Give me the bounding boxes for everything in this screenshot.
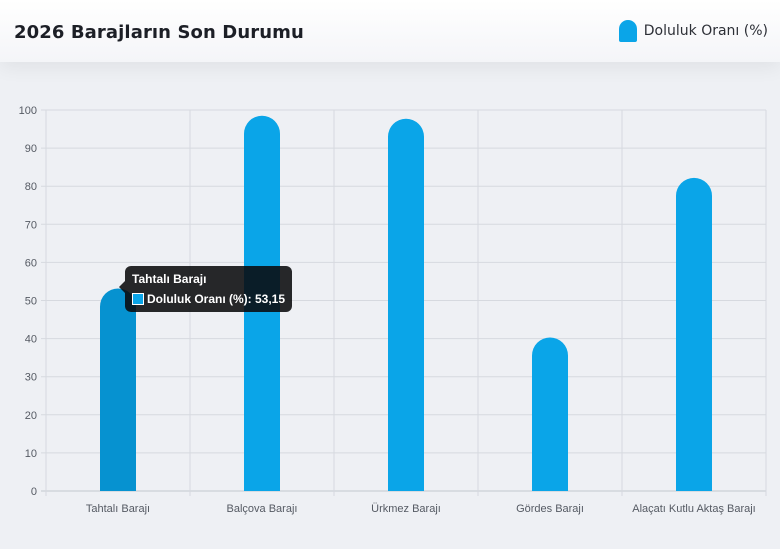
bar[interactable] [100,288,136,491]
bar[interactable] [388,118,424,492]
y-tick-label: 0 [31,486,37,498]
x-tick-label: Tahtalı Barajı [86,503,150,515]
y-tick-label: 50 [25,296,37,308]
legend-label: Doluluk Oranı (%) [643,23,768,39]
y-tick-label: 20 [25,410,37,422]
y-tick-label: 40 [25,334,37,346]
y-tick-label: 70 [25,219,37,231]
tooltip: Tahtalı Barajı Doluluk Oranı (%): 53,15 [118,266,293,312]
tooltip-title: Tahtalı Barajı [132,272,207,286]
y-tick-label: 80 [25,181,37,193]
x-tick-label: Ürkmez Barajı [371,503,441,515]
tooltip-swatch [132,293,144,305]
y-tick-label: 100 [19,105,37,117]
x-tick-label: Gördes Barajı [516,503,584,515]
header-band [0,0,780,62]
chart-title: 2026 Barajların Son Durumu [14,22,304,43]
tooltip-value-text: Doluluk Oranı (%): 53,15 [147,292,286,306]
tooltip-row: Doluluk Oranı (%): 53,15 [132,292,285,306]
bar[interactable] [676,177,712,491]
y-tick-label: 10 [25,448,37,460]
x-tick-label: Alaçatı Kutlu Aktaş Barajı [632,503,756,515]
y-tick-label: 90 [25,143,37,155]
legend[interactable]: Doluluk Oranı (%) [618,20,768,42]
y-tick-label: 60 [25,257,37,269]
y-tick-label: 30 [25,372,37,384]
legend-swatch [618,20,637,42]
bar[interactable] [532,337,568,491]
x-tick-label: Balçova Barajı [227,503,298,515]
